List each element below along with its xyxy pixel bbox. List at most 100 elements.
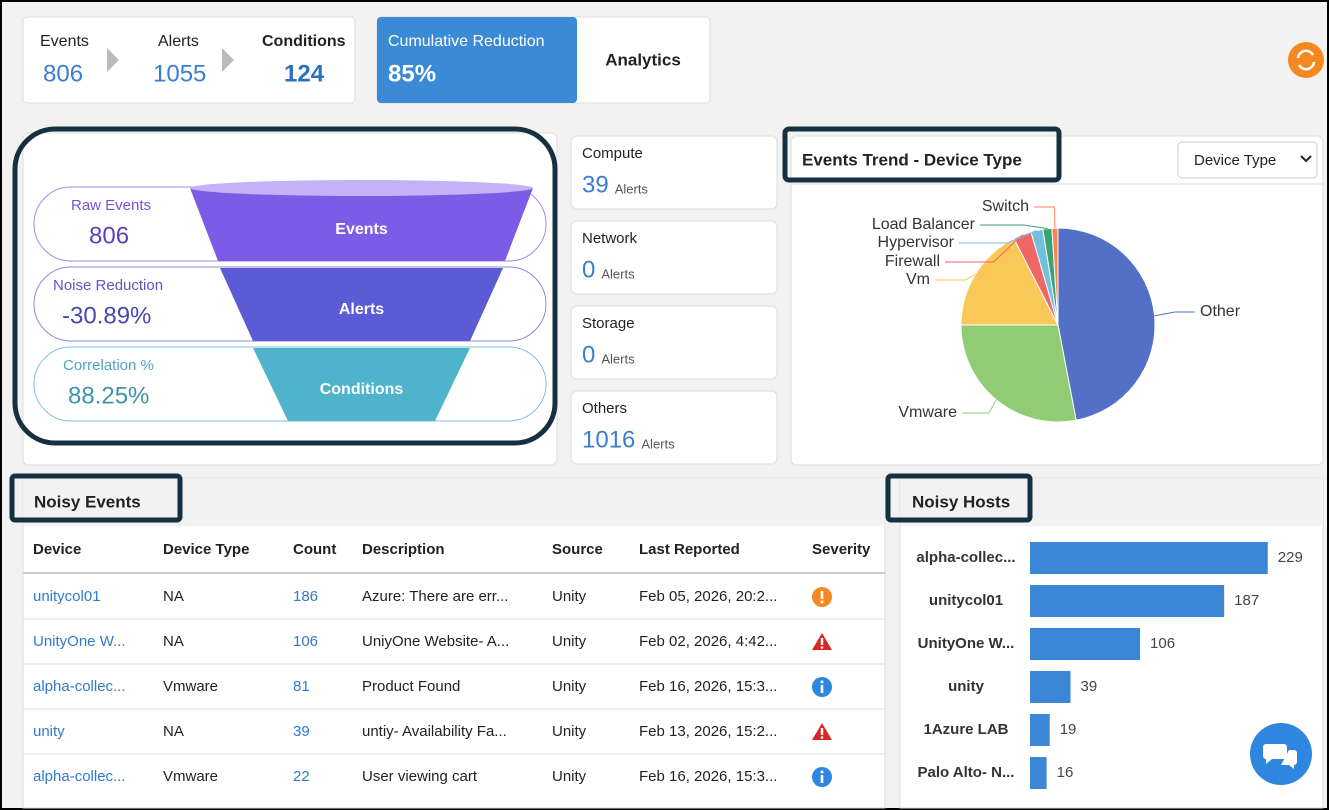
pie-label: Load Balancer (872, 216, 976, 233)
cell: Azure: There are err... (362, 588, 508, 605)
category-card[interactable] (570, 305, 778, 380)
category-card[interactable] (570, 390, 778, 465)
icon-glyph (820, 638, 824, 645)
data-label: 16 (1057, 764, 1074, 781)
leader-line (935, 273, 976, 281)
stage-label: Correlation % (63, 357, 154, 374)
arrow (222, 48, 234, 72)
cell: 186 (293, 588, 318, 605)
card-title: Storage (582, 315, 635, 332)
cell: 106 (293, 633, 318, 650)
highlight-box (9, 473, 183, 523)
summary-label: Conditions (262, 33, 346, 50)
chart-title: Noisy Hosts (912, 492, 1010, 511)
funnel-top (190, 180, 533, 196)
cell: Unity (552, 678, 587, 695)
column-header: Count (293, 541, 336, 558)
icon-glyph (820, 736, 824, 739)
cell: unitycol01 (33, 588, 101, 605)
cell: Vmware (163, 678, 218, 695)
cell: NA (163, 588, 184, 605)
card-unit: Alerts (601, 266, 635, 281)
arrow (107, 48, 119, 72)
stage-label: Noise Reduction (53, 277, 163, 294)
cell: Vmware (163, 768, 218, 785)
data-label: 19 (1060, 721, 1077, 738)
leader-line (1154, 311, 1195, 317)
cell: Feb 16, 2026, 15:3... (639, 678, 777, 695)
card-unit: Alerts (601, 351, 635, 366)
data-label: 106 (1150, 635, 1175, 652)
cell: Feb 05, 2026, 20:2... (639, 588, 777, 605)
pie-slice (960, 237, 1059, 326)
cell: 22 (293, 768, 310, 785)
data-label: 39 (1080, 678, 1097, 695)
column-header: Last Reported (639, 541, 740, 558)
pie-slice (960, 324, 1077, 423)
y-tick-label: 1Azure LAB (923, 721, 1008, 738)
funnel-label: Alerts (339, 301, 384, 318)
icon-glyph (820, 600, 824, 604)
data-label: 187 (1234, 592, 1259, 609)
funnel-segment (190, 188, 533, 261)
device-type-select[interactable] (1177, 141, 1318, 179)
category-card[interactable] (570, 220, 778, 295)
icon-glyph (820, 685, 824, 693)
bar (1030, 628, 1141, 660)
data-label: 229 (1278, 549, 1303, 566)
summary-value: 1055 (153, 60, 206, 87)
card-unit: Alerts (615, 181, 649, 196)
funnel-segment (253, 348, 470, 421)
card-title: Compute (582, 145, 643, 162)
summary-label: Alerts (158, 33, 199, 50)
select-text: Device Type (1194, 152, 1276, 169)
y-tick-label: unitycol01 (929, 592, 1003, 609)
cell: 81 (293, 678, 310, 695)
pie-label: Other (1200, 303, 1241, 320)
reduction-tab[interactable] (377, 17, 577, 103)
y-tick-label: UnityOne W... (918, 635, 1015, 652)
cell: Unity (552, 633, 587, 650)
stage-value: 806 (89, 222, 129, 249)
funnel-label: Conditions (320, 381, 404, 398)
leader-line (980, 224, 1048, 230)
funnel-segment (220, 268, 503, 341)
card-unit: Alerts (641, 436, 675, 451)
pie-label: Vmware (898, 404, 957, 421)
bar (1030, 757, 1047, 789)
highlight-box (782, 126, 1062, 183)
funnel-label: Events (335, 221, 388, 238)
cell: User viewing cart (362, 768, 478, 785)
icon-glyph (820, 646, 824, 649)
chat-icon (1263, 744, 1297, 769)
card-value: 0 (582, 256, 595, 283)
bar (1030, 585, 1225, 617)
column-header: Description (362, 541, 445, 558)
bar (1030, 671, 1071, 703)
bar (1030, 542, 1268, 574)
column-header: Device Type (163, 541, 249, 558)
cell: Feb 02, 2026, 4:42... (639, 633, 777, 650)
card-title: Network (582, 230, 638, 247)
chart-title: Events Trend - Device Type (802, 150, 1022, 169)
leader-line (1034, 206, 1056, 229)
cell: Unity (552, 768, 587, 785)
stage-label: Raw Events (71, 197, 151, 214)
cell: Product Found (362, 678, 460, 695)
chevron (1300, 155, 1312, 163)
y-tick-label: alpha-collec... (916, 549, 1015, 566)
pie-label: Firewall (885, 253, 940, 270)
category-card[interactable] (570, 135, 778, 210)
analytics-tab[interactable]: Analytics (605, 50, 681, 69)
cell: UniyOne Website- A... (362, 633, 509, 650)
icon-glyph (820, 775, 824, 783)
refresh-button[interactable] (1288, 42, 1324, 78)
pie-label: Vm (906, 271, 930, 288)
y-tick-label: unity (948, 678, 984, 695)
column-header: Source (552, 541, 603, 558)
cell: NA (163, 633, 184, 650)
table-title: Noisy Events (34, 492, 141, 511)
column-header: Severity (812, 541, 871, 558)
card-value: 39 (582, 171, 609, 198)
cell: unity (33, 723, 65, 740)
